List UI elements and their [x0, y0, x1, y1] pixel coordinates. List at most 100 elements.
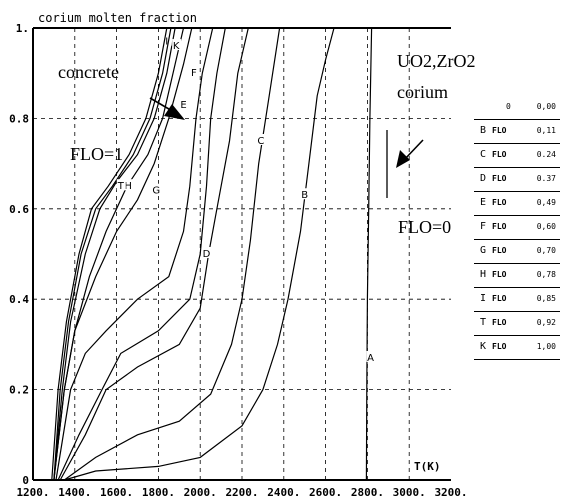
- series-line-H: [53, 27, 185, 481]
- legend-row-G: G FLO 0,70: [474, 240, 560, 264]
- legend-flo-value: 0,78: [536, 270, 556, 279]
- x-tick-label: 2600.: [309, 486, 342, 499]
- series-line-A: [365, 27, 373, 481]
- series-label-bg-G: [152, 183, 162, 195]
- series-label-B: B: [301, 190, 308, 201]
- legend-entries: B FLO 0,11 C FLO 0.24 D FLO 0.37 E FLO 0,49 F FLO 0,60…: [474, 120, 560, 360]
- chart-title: corium molten fraction: [38, 11, 197, 25]
- y-tick-label: 0.6: [9, 203, 29, 216]
- y-tick-label: 0: [22, 474, 29, 487]
- legend-flo-label: FLO: [492, 126, 507, 135]
- legend-series-letter: G: [480, 245, 487, 256]
- series-label-T: T: [117, 181, 125, 192]
- legend-row-B: B FLO 0,11: [474, 120, 560, 144]
- series-line-I: [53, 27, 176, 481]
- legend-series-letter: I: [480, 293, 487, 304]
- legend-header-value: 0,00: [536, 102, 556, 111]
- corium-annotation-line2: corium: [397, 82, 448, 102]
- legend-row-H: H FLO 0,78: [474, 264, 560, 288]
- legend-flo-label: FLO: [492, 174, 507, 183]
- series-line-T: [53, 27, 172, 481]
- legend-row-T: T FLO 0,92: [474, 312, 560, 336]
- series-label-E: E: [180, 100, 186, 111]
- legend-series-letter: T: [480, 317, 487, 328]
- series-label-C: C: [257, 136, 264, 147]
- series-label-bg-D: [202, 247, 212, 258]
- legend-series-letter: D: [480, 173, 487, 184]
- series-label-bg-B: [300, 188, 310, 200]
- series-line-K: [51, 27, 168, 481]
- series-line-C: [63, 27, 281, 481]
- x-tick-label: 1400.: [58, 486, 91, 499]
- legend-flo-value: 0,92: [536, 318, 556, 327]
- flo0-annotation: FLO=0: [398, 217, 451, 237]
- series-line-D: [59, 27, 249, 481]
- x-tick-label: 3000.: [393, 486, 426, 499]
- legend-flo-value: 0,85: [536, 294, 556, 303]
- legend-flo-label: FLO: [492, 270, 507, 279]
- legend-series-letter: H: [480, 269, 487, 280]
- legend-row-D: D FLO 0.37: [474, 168, 560, 192]
- x-tick-label: 2000.: [184, 486, 217, 499]
- tick-labels: 1200. 1400. 1600. 1800. 2000. 2200. 2400. 2600.…: [9, 22, 467, 499]
- legend-flo-label: FLO: [492, 150, 507, 159]
- x-tick-label: 2400.: [267, 486, 300, 499]
- series-label-F: F: [191, 68, 197, 79]
- series-label-A: A: [367, 353, 374, 364]
- legend: 0 0,00 B FLO 0,11 C FLO 0.24 D FLO 0.37 E FLO 0,49 F…: [474, 96, 560, 360]
- series-label-bg-H: [124, 179, 134, 191]
- legend-flo-label: FLO: [492, 318, 507, 327]
- legend-flo-value: 0.37: [536, 174, 556, 183]
- series-label-bg-T: [116, 179, 126, 191]
- y-tick-label: 0.2: [9, 384, 29, 397]
- x-axis-label: T(K): [414, 460, 441, 473]
- legend-row-E: E FLO 0,49: [474, 192, 560, 216]
- axes: [32, 27, 451, 481]
- series-label-D: D: [203, 249, 211, 260]
- x-tick-label: 1800.: [142, 486, 175, 499]
- series-label-H: H: [124, 181, 132, 192]
- series-label-bg-E: [179, 97, 189, 109]
- legend-flo-label: FLO: [492, 342, 507, 351]
- legend-flo-value: 0,49: [536, 198, 556, 207]
- x-tick-label: 2800.: [351, 486, 384, 499]
- legend-header-row: 0 0,00: [474, 96, 560, 120]
- y-tick-label: 0.4: [9, 293, 29, 306]
- series-label-bg-K: [172, 39, 182, 51]
- legend-row-C: C FLO 0.24: [474, 144, 560, 168]
- series-label-bg-C: [256, 134, 266, 145]
- legend-series-letter: F: [480, 221, 487, 232]
- legend-series-letter: E: [480, 197, 487, 208]
- series-line-E: [57, 27, 226, 481]
- legend-flo-value: 0,11: [536, 126, 556, 135]
- x-tick-label: 2200.: [225, 486, 258, 499]
- series-label-bg-A: [366, 350, 376, 362]
- legend-series-letter: K: [480, 341, 487, 352]
- legend-flo-label: FLO: [492, 222, 507, 231]
- series-label-G: G: [152, 186, 160, 197]
- legend-series-letter: C: [480, 149, 487, 160]
- legend-row-F: F FLO 0,60: [474, 216, 560, 240]
- legend-flo-value: 0,70: [536, 246, 556, 255]
- series-label-bg-F: [189, 66, 199, 78]
- y-tick-label: 0.8: [9, 112, 29, 125]
- y-tick-label: 1.: [16, 22, 29, 35]
- legend-series-letter: B: [480, 125, 487, 136]
- series-label-K: K: [173, 41, 180, 52]
- corium-arrow: [396, 139, 424, 168]
- flo1-annotation: FLO=1: [70, 144, 123, 164]
- legend-flo-label: FLO: [492, 294, 507, 303]
- legend-flo-value: 1,00: [536, 342, 556, 351]
- series-line-F: [55, 27, 214, 481]
- legend-flo-label: FLO: [492, 246, 507, 255]
- corium-annotation-line1: UO2,ZrO2: [397, 51, 476, 71]
- x-tick-label: 1600.: [100, 486, 133, 499]
- concrete-annotation: concrete: [58, 62, 119, 82]
- legend-row-I: I FLO 0,85: [474, 288, 560, 312]
- series-label-I: I: [165, 37, 168, 48]
- series-line-B: [64, 27, 335, 481]
- x-tick-label: 1200.: [16, 486, 49, 499]
- series-label-bg-I: [162, 34, 172, 46]
- series-lines: A B C D E F G H I T K: [51, 27, 376, 481]
